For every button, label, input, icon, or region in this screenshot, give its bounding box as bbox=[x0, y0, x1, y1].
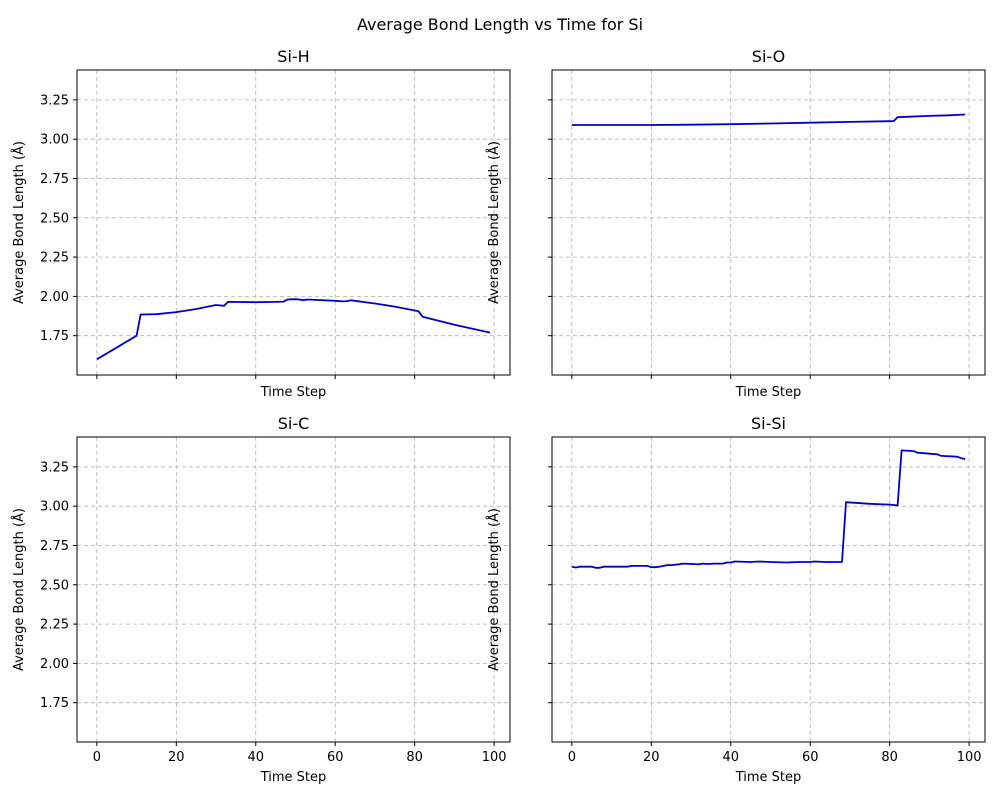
panel-3: 0 20 40 60 80 100 Si-Si Time Step Average Bond L… bbox=[486, 414, 986, 785]
panel-title: Si-H bbox=[277, 47, 309, 66]
x-tick-label: 100 bbox=[957, 750, 982, 765]
x-tick-label: 100 bbox=[482, 750, 507, 765]
panel-2: 0 20 40 60 80 100 1.75 2.00 2.25 2.50 2.75 3.00 3.25… bbox=[11, 414, 511, 785]
series-line bbox=[571, 113, 966, 126]
x-tick-label: 20 bbox=[643, 750, 660, 765]
y-tick-label: 2.00 bbox=[40, 290, 69, 305]
x-axis-label: Time Step bbox=[260, 385, 327, 400]
y-axis-label: Average Bond Length (Å) bbox=[486, 508, 502, 671]
y-axis-label: Average Bond Length (Å) bbox=[486, 141, 502, 304]
panel-1: Si-O Time Step Average Bond Length (Å) bbox=[486, 47, 986, 400]
panel-0: 1.75 2.00 2.25 2.50 2.75 3.00 3.25 Si-H Time Ste… bbox=[11, 47, 511, 400]
y-tick-label: 3.00 bbox=[40, 133, 69, 148]
y-tick-label: 2.75 bbox=[40, 539, 69, 554]
plot-frame bbox=[76, 436, 511, 743]
x-tick-label: 80 bbox=[406, 750, 423, 765]
y-tick-label: 2.50 bbox=[40, 211, 69, 226]
panel-title: Si-O bbox=[752, 47, 785, 66]
panel-title: Si-C bbox=[278, 414, 310, 433]
x-tick-label: 0 bbox=[568, 750, 576, 765]
y-tick-label: 2.00 bbox=[40, 657, 69, 672]
y-axis-label: Average Bond Length (Å) bbox=[11, 141, 27, 304]
y-tick-label: 3.00 bbox=[40, 500, 69, 515]
y-axis-label: Average Bond Length (Å) bbox=[11, 508, 27, 671]
x-tick-label: 80 bbox=[881, 750, 898, 765]
y-tick-label: 2.25 bbox=[40, 251, 69, 266]
plot-frame bbox=[76, 69, 511, 376]
x-axis-label: Time Step bbox=[735, 770, 802, 785]
y-tick-label: 1.75 bbox=[40, 329, 69, 344]
y-tick-label: 2.75 bbox=[40, 172, 69, 187]
panels: 1.75 2.00 2.25 2.50 2.75 3.00 3.25 Si-H Time Ste… bbox=[11, 47, 986, 785]
plot-frame bbox=[551, 436, 986, 743]
x-tick-label: 60 bbox=[802, 750, 819, 765]
x-tick-label: 40 bbox=[722, 750, 739, 765]
x-axis-label: Time Step bbox=[260, 770, 327, 785]
x-tick-label: 40 bbox=[247, 750, 264, 765]
y-tick-label: 2.25 bbox=[40, 618, 69, 633]
panel-title: Si-Si bbox=[751, 414, 786, 433]
y-tick-label: 3.25 bbox=[40, 460, 69, 475]
x-tick-label: 20 bbox=[168, 750, 185, 765]
plot-frame bbox=[551, 69, 986, 376]
y-tick-label: 2.50 bbox=[40, 578, 69, 593]
series-line bbox=[96, 298, 491, 361]
figure-title: Average Bond Length vs Time for Si bbox=[357, 15, 643, 34]
series-line bbox=[571, 449, 966, 569]
y-tick-label: 3.25 bbox=[40, 93, 69, 108]
y-tick-label: 1.75 bbox=[40, 696, 69, 711]
x-tick-label: 0 bbox=[93, 750, 101, 765]
x-axis-label: Time Step bbox=[735, 385, 802, 400]
x-tick-label: 60 bbox=[327, 750, 344, 765]
